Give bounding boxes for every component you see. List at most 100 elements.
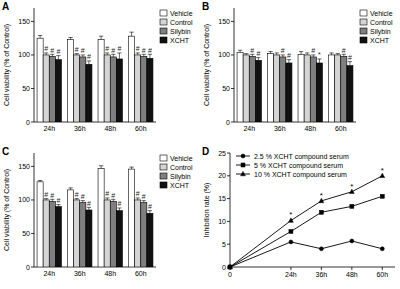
error-bar [136, 198, 140, 200]
x-tick-label: 60h [376, 271, 388, 278]
error-bar [50, 199, 54, 201]
error-bar [244, 54, 248, 55]
y-axis-label: Cell viability (% of Control) [3, 169, 11, 251]
bar [141, 203, 147, 267]
x-tick-label: 60h [335, 125, 347, 132]
x-tick [290, 267, 291, 270]
x-tick-label: 48h [104, 270, 116, 277]
error-bar [136, 53, 140, 55]
annotation: # [56, 48, 60, 55]
y-axis [34, 153, 35, 267]
bar [116, 211, 122, 267]
error-bar [117, 208, 121, 211]
y-tick-label: 20 [218, 172, 226, 179]
bar [49, 56, 55, 122]
bar [286, 63, 292, 122]
y-tick [227, 175, 230, 176]
x-tick-label: 60h [135, 125, 147, 132]
x-tick [351, 267, 352, 270]
annotation: # [136, 45, 140, 52]
bar [110, 201, 116, 267]
annotation: * [350, 182, 353, 191]
bar [74, 55, 80, 122]
legend-label: Control [370, 19, 393, 26]
legend-marker [241, 171, 246, 175]
y-tick [227, 153, 230, 154]
annotation: # [117, 45, 121, 52]
error-bar [111, 54, 115, 57]
bar [280, 57, 286, 122]
error-bar [38, 35, 42, 38]
y-tick-label: 25 [218, 150, 226, 157]
bar [37, 38, 43, 122]
annotation: # [287, 52, 291, 59]
error-bar [305, 53, 309, 55]
x-tick-label: 48h [304, 125, 316, 132]
bar [298, 54, 304, 122]
annotation: # [281, 47, 285, 54]
bar [341, 56, 347, 122]
legend-label: 2.5 % XCHT compound serum [254, 153, 349, 161]
y-tick [231, 21, 234, 22]
annotation: # [75, 46, 79, 53]
bar [86, 64, 92, 122]
error-bar [99, 166, 103, 169]
error-bar [68, 38, 72, 40]
marker [289, 240, 293, 244]
y-tick-label: 50 [22, 230, 30, 237]
legend-label: XCHT [170, 182, 190, 189]
bar [37, 182, 43, 267]
legend-swatch [360, 19, 367, 25]
bar [310, 57, 316, 122]
marker [289, 229, 293, 233]
error-bar [268, 52, 272, 54]
y-tick-label: 100 [18, 51, 30, 58]
error-bar [75, 199, 79, 200]
legend-label: 5 % XCHT compound serum [254, 162, 343, 170]
y-tick [227, 221, 230, 222]
marker [319, 247, 323, 251]
bar [43, 200, 49, 267]
y-tick [31, 21, 34, 22]
error-bar [148, 54, 152, 58]
y-tick [31, 166, 34, 167]
annotation: # [105, 190, 109, 197]
error-bar [81, 55, 85, 57]
x-axis [230, 267, 395, 268]
error-bar [348, 62, 352, 66]
annotation: # [342, 47, 346, 54]
x-tick [382, 267, 383, 270]
error-bar [87, 207, 91, 210]
legend-swatch [360, 37, 367, 43]
legend-label: Vehicle [370, 10, 393, 17]
bar [129, 36, 135, 122]
error-bar [142, 201, 146, 203]
y-axis-label: Cell viability (% of Control) [203, 24, 211, 106]
y-axis-label: Inhibition rate (%) [203, 183, 211, 238]
x-tick-label: 36h [74, 270, 86, 277]
panel-label: D [202, 146, 209, 157]
bar [268, 54, 274, 122]
annotation: # [136, 190, 140, 197]
y-tick [227, 244, 230, 245]
annotation: # [250, 47, 254, 54]
error-bar [68, 188, 72, 190]
bar [86, 210, 92, 267]
line [230, 176, 382, 267]
x-tick-label: 36h [316, 271, 328, 278]
legend-label: Control [170, 19, 193, 26]
error-bar [129, 167, 133, 169]
annotation: # [50, 192, 54, 199]
panel-label: C [2, 146, 9, 157]
error-bar [87, 61, 91, 64]
y-tick-label: 150 [218, 18, 230, 25]
marker [228, 264, 233, 268]
error-bar [38, 180, 42, 181]
annotation: # [142, 47, 146, 54]
annotation: # [148, 47, 152, 54]
y-tick-label: 0 [26, 119, 30, 126]
annotation: # [311, 47, 315, 54]
error-bar [256, 58, 260, 61]
annotation: # [44, 191, 48, 198]
legend-label: Silybin [370, 28, 391, 36]
